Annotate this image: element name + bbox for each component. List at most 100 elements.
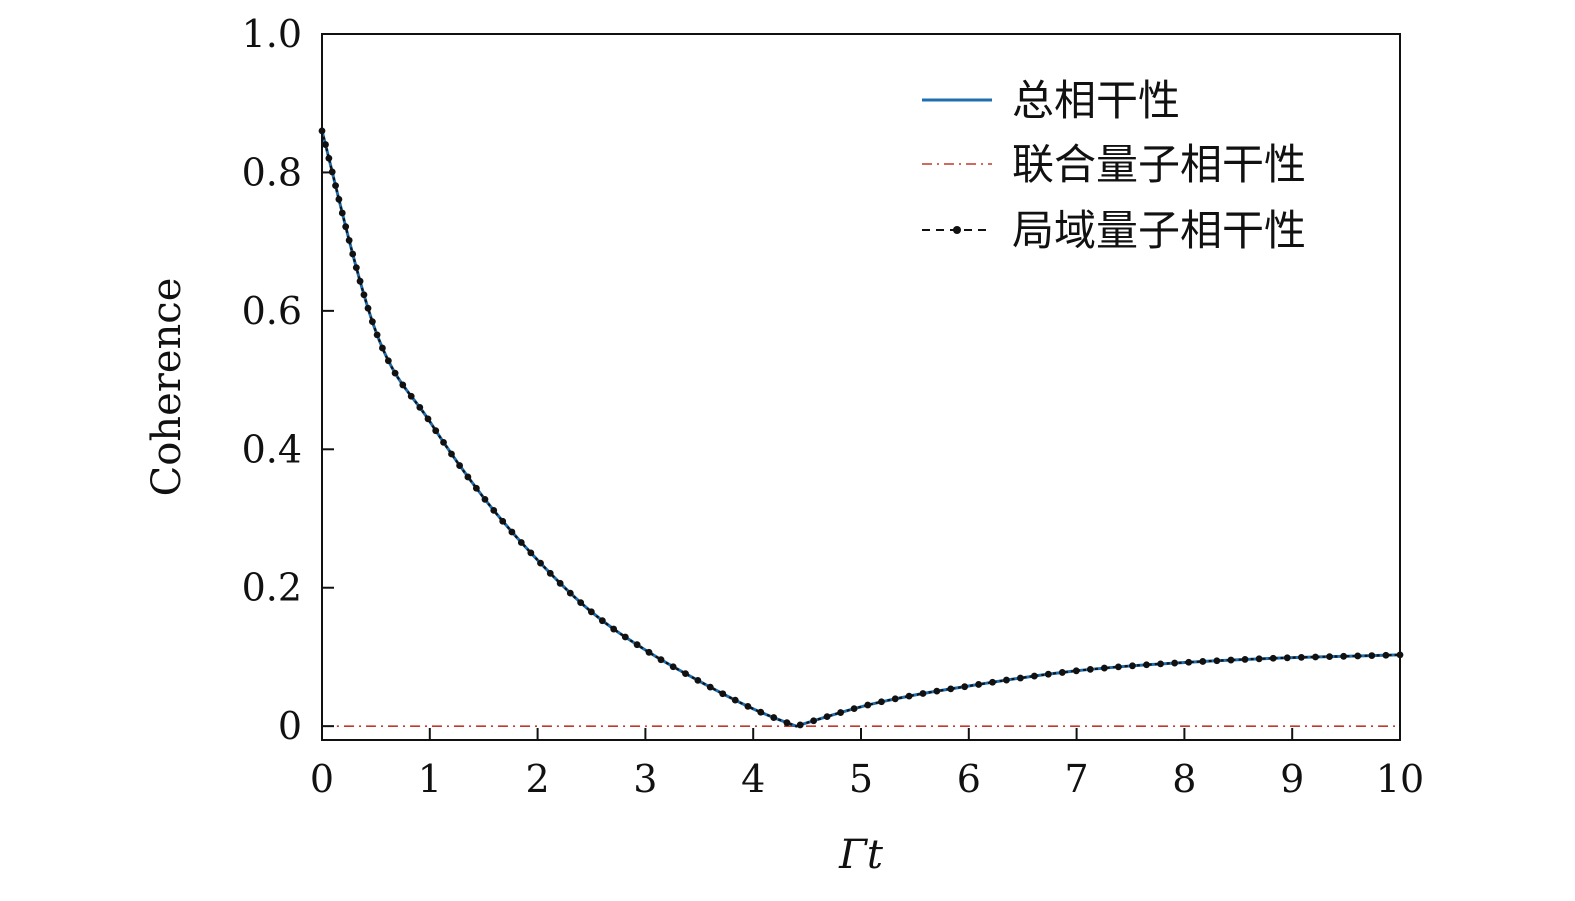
x-tick-label: 10 bbox=[1376, 757, 1424, 801]
local-data-point bbox=[456, 462, 464, 469]
local-data-point bbox=[1297, 653, 1305, 661]
local-data-point bbox=[527, 549, 535, 557]
local-data-point bbox=[499, 517, 507, 525]
local-data-point bbox=[1100, 664, 1108, 672]
local-data-point bbox=[537, 559, 544, 567]
legend-label: 局域量子相干性 bbox=[1012, 206, 1306, 255]
local-data-point bbox=[1227, 656, 1235, 664]
local-data-point bbox=[508, 528, 516, 536]
local-data-point bbox=[1185, 658, 1193, 666]
local-data-point bbox=[1171, 659, 1179, 667]
y-tick-label: 0.6 bbox=[242, 289, 302, 333]
local-data-point bbox=[610, 625, 618, 633]
local-data-point bbox=[989, 678, 996, 686]
local-data-point bbox=[587, 608, 595, 616]
x-tick-label: 4 bbox=[741, 757, 765, 801]
x-tick-label: 8 bbox=[1172, 757, 1196, 801]
local-data-point bbox=[352, 264, 360, 272]
local-data-point bbox=[566, 589, 574, 597]
y-tick-label: 1.0 bbox=[242, 12, 302, 56]
local-data-point bbox=[481, 495, 489, 503]
local-data-point bbox=[342, 223, 350, 231]
local-data-point bbox=[682, 670, 689, 678]
local-data-point bbox=[783, 719, 791, 727]
local-data-point bbox=[1269, 654, 1277, 662]
local-data-point bbox=[1283, 654, 1291, 662]
x-tick-label: 6 bbox=[957, 757, 981, 801]
y-tick-label: 0.2 bbox=[242, 566, 302, 610]
local-data-point bbox=[1157, 660, 1164, 668]
local-data-point bbox=[850, 705, 858, 713]
local-data-point bbox=[757, 708, 765, 716]
local-data-point bbox=[744, 702, 752, 710]
legend-swatch-dot bbox=[953, 226, 961, 234]
local-data-point bbox=[364, 304, 372, 312]
local-data-point bbox=[1382, 651, 1390, 659]
local-data-point bbox=[416, 403, 424, 411]
local-data-point bbox=[432, 427, 440, 435]
legend-label: 总相干性 bbox=[1012, 76, 1180, 125]
local-data-point bbox=[490, 507, 498, 514]
local-data-point bbox=[694, 676, 702, 684]
local-data-point bbox=[933, 687, 941, 695]
x-tick-label: 2 bbox=[526, 757, 550, 801]
local-data-point bbox=[546, 569, 554, 577]
local-data-point bbox=[349, 250, 357, 258]
local-data-point bbox=[399, 381, 407, 389]
local-data-point bbox=[731, 696, 739, 704]
local-data-point bbox=[1312, 653, 1319, 661]
local-data-point bbox=[556, 579, 564, 587]
local-data-point bbox=[796, 721, 804, 729]
local-data-point bbox=[1326, 653, 1333, 661]
local-data-point bbox=[373, 331, 381, 339]
local-data-point bbox=[1086, 665, 1094, 673]
local-data-point bbox=[440, 438, 447, 446]
local-data-point bbox=[464, 473, 472, 481]
local-data-point bbox=[391, 369, 399, 377]
local-data-point bbox=[379, 344, 386, 352]
local-data-point bbox=[975, 681, 982, 688]
local-data-point bbox=[891, 695, 899, 703]
local-data-point bbox=[1044, 670, 1052, 678]
local-data-point bbox=[1058, 669, 1066, 676]
local-data-point bbox=[1255, 655, 1263, 663]
local-data-point bbox=[669, 663, 677, 671]
legend-label: 联合量子相干性 bbox=[1012, 140, 1306, 189]
local-data-point bbox=[1072, 667, 1080, 675]
local-data-point bbox=[1199, 658, 1207, 665]
local-data-point bbox=[384, 357, 392, 365]
local-data-point bbox=[633, 641, 641, 649]
local-data-point bbox=[325, 154, 333, 162]
local-data-point bbox=[407, 392, 415, 400]
local-data-point bbox=[878, 698, 885, 706]
local-data-point bbox=[1241, 656, 1249, 663]
x-tick-label: 9 bbox=[1280, 757, 1304, 801]
local-data-point bbox=[577, 599, 585, 607]
local-data-point bbox=[1368, 652, 1376, 659]
y-tick-label: 0.8 bbox=[242, 150, 302, 194]
y-axis-label: Coherence bbox=[144, 278, 190, 497]
local-data-point bbox=[360, 291, 368, 299]
local-data-point bbox=[1030, 672, 1038, 680]
local-data-point bbox=[356, 277, 364, 285]
local-data-point bbox=[1143, 661, 1150, 669]
x-axis-label: Γt bbox=[838, 832, 884, 878]
local-data-point bbox=[719, 690, 727, 698]
legend-item: 联合量子相干性 bbox=[922, 140, 1306, 189]
local-data-point bbox=[961, 683, 969, 691]
legend-item: 总相干性 bbox=[922, 76, 1180, 125]
x-tick-label: 0 bbox=[310, 757, 334, 801]
x-tick-label: 5 bbox=[849, 757, 873, 801]
y-tick-label: 0.4 bbox=[242, 427, 302, 471]
local-data-point bbox=[338, 209, 346, 217]
local-data-point bbox=[598, 617, 606, 625]
local-data-point bbox=[905, 692, 913, 700]
local-data-point bbox=[424, 415, 432, 423]
y-tick-label: 0 bbox=[278, 704, 302, 748]
local-data-point bbox=[1340, 652, 1348, 660]
local-data-point bbox=[1354, 652, 1362, 660]
local-data-point bbox=[919, 690, 927, 697]
local-data-point bbox=[823, 713, 831, 721]
local-data-point bbox=[322, 141, 329, 148]
